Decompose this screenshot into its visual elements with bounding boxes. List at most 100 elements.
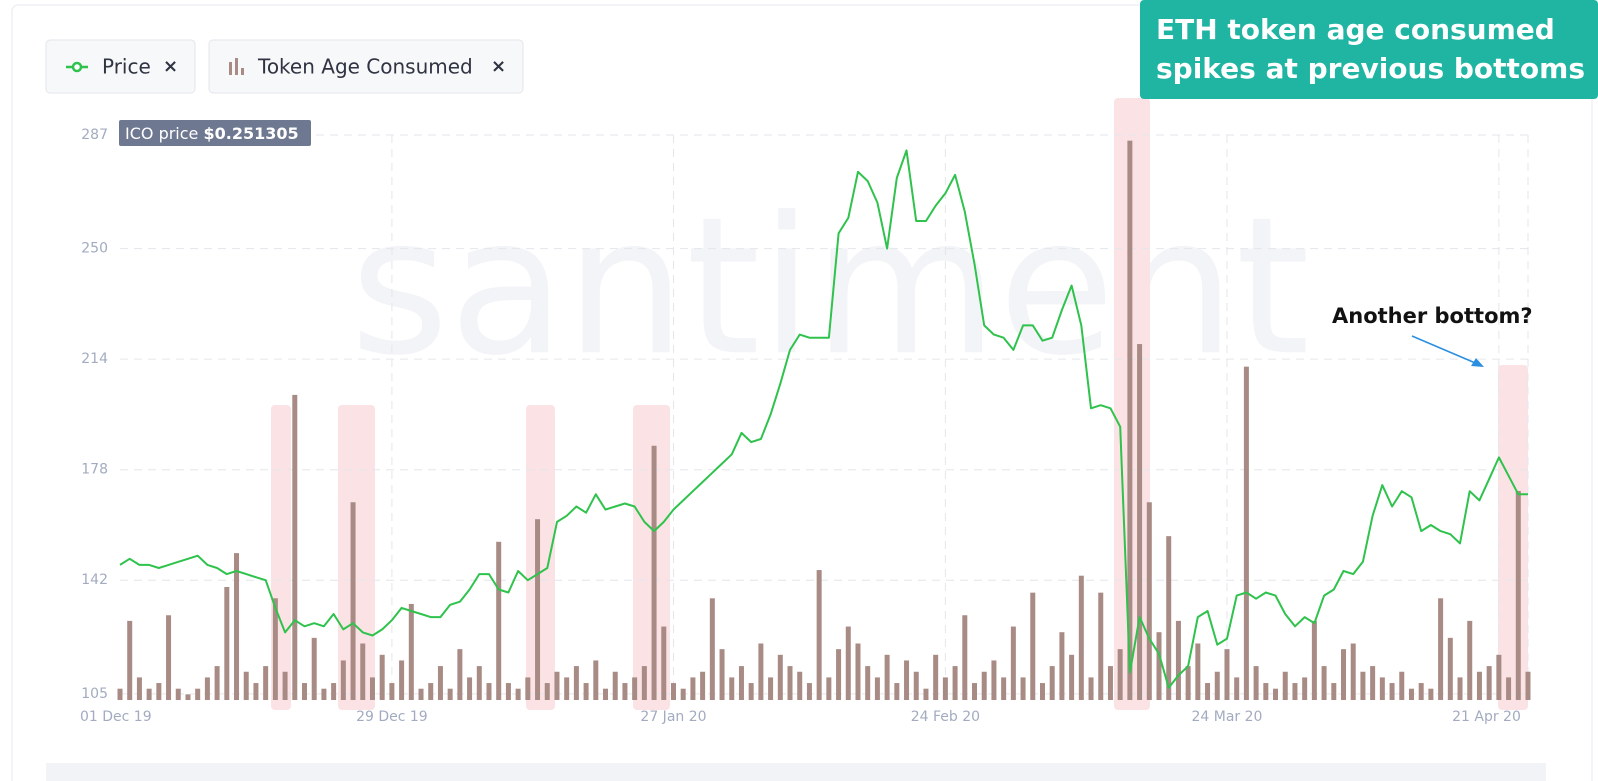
bar <box>836 649 842 700</box>
card <box>11 4 1593 781</box>
bar <box>1069 654 1075 700</box>
bar <box>1166 536 1172 700</box>
chart-title: ETH token age consumed <box>1156 13 1555 46</box>
bar <box>583 683 589 700</box>
title-box <box>1140 0 1598 99</box>
bar <box>1515 490 1521 700</box>
bar <box>1234 677 1240 700</box>
bar <box>166 615 172 700</box>
bar <box>806 683 812 700</box>
bar <box>1127 140 1133 700</box>
annotation-arrowhead <box>1471 358 1484 367</box>
y-tick-label: 287 <box>81 127 108 143</box>
bar <box>1010 626 1016 700</box>
ico-tag-text: ICO price $0.251305 <box>125 124 299 143</box>
legend-label: Price <box>102 55 151 79</box>
bar <box>136 677 142 700</box>
legend-icon-dot <box>71 61 83 73</box>
legend-label: Token Age Consumed <box>257 55 473 79</box>
bar <box>1467 620 1473 700</box>
bar <box>1175 620 1181 700</box>
bar <box>777 654 783 700</box>
watermark: santiment <box>350 176 1310 397</box>
bar <box>797 671 803 700</box>
bar <box>884 654 890 700</box>
legend-close[interactable]: × <box>491 56 506 77</box>
bar <box>1282 671 1288 700</box>
bar <box>719 649 725 700</box>
bar <box>379 654 385 700</box>
bar <box>700 671 706 700</box>
highlight <box>526 405 555 710</box>
bar <box>1137 344 1143 700</box>
bar <box>1185 666 1191 700</box>
bar <box>690 677 696 700</box>
bar <box>263 666 269 700</box>
marks <box>117 140 1531 700</box>
bar <box>1107 666 1113 700</box>
bar <box>1146 502 1152 700</box>
bar <box>1438 598 1444 700</box>
bar <box>1273 688 1279 700</box>
bar <box>1098 592 1104 700</box>
bar <box>253 683 259 700</box>
bar <box>1389 683 1395 700</box>
bar <box>1214 671 1220 700</box>
bar <box>389 683 395 700</box>
bar <box>1428 688 1434 700</box>
bar <box>1506 677 1512 700</box>
bar <box>1263 683 1269 700</box>
bar <box>1020 677 1026 700</box>
bar <box>972 683 978 700</box>
bar <box>874 677 880 700</box>
bar <box>1039 683 1045 700</box>
bar <box>1088 677 1094 700</box>
legend-button[interactable] <box>208 39 524 94</box>
bar <box>1030 592 1036 700</box>
bar <box>476 666 482 700</box>
bar <box>146 688 152 700</box>
labels: 105 142 178 214 250 287 01 Dec 19 29 Dec 19 27 J… <box>80 127 1521 725</box>
bar <box>670 683 676 700</box>
legend-button[interactable] <box>45 39 196 94</box>
bar <box>1350 643 1356 700</box>
bar <box>904 660 910 700</box>
bar <box>292 394 298 700</box>
bar <box>942 677 948 700</box>
ico-tag <box>119 120 311 146</box>
bar <box>1370 666 1376 700</box>
x-tick-label: 21 Apr 20 <box>1452 709 1521 725</box>
bar <box>816 570 822 700</box>
bar <box>525 677 531 700</box>
bar <box>544 683 550 700</box>
bar <box>1447 637 1453 700</box>
bar <box>680 688 686 700</box>
bar <box>515 688 521 700</box>
bar <box>331 683 337 700</box>
highlight <box>633 405 670 710</box>
bar <box>1311 620 1317 700</box>
bar <box>709 598 715 700</box>
bar <box>923 688 929 700</box>
ico-value: $0.251305 <box>203 124 298 143</box>
bar <box>234 553 240 700</box>
bar <box>758 643 764 700</box>
bar <box>651 445 657 700</box>
bar <box>845 626 851 700</box>
bar <box>1117 649 1123 700</box>
x-tick-label: 27 Jan 20 <box>640 709 706 725</box>
bar <box>855 643 861 700</box>
bar <box>1399 671 1405 700</box>
bar <box>632 677 638 700</box>
bar <box>991 660 997 700</box>
bar <box>1321 666 1327 700</box>
bar <box>243 671 249 700</box>
bar <box>573 666 579 700</box>
legend-close[interactable]: × <box>163 56 178 77</box>
bar <box>282 671 288 700</box>
bar <box>554 671 560 700</box>
bar <box>301 683 307 700</box>
x-tick-label: 24 Mar 20 <box>1192 709 1263 725</box>
